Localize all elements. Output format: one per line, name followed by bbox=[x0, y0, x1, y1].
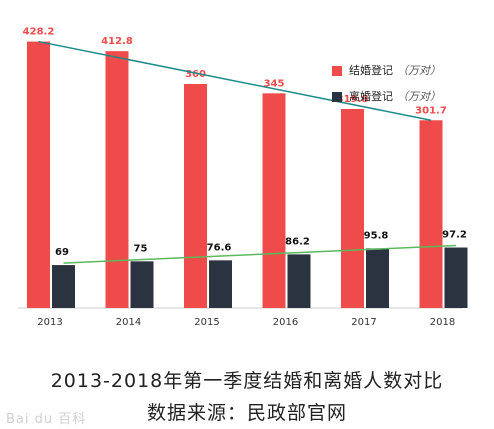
legend-divorce-swatch bbox=[332, 92, 342, 102]
bar-divorce-2013 bbox=[52, 265, 75, 308]
legend-marriage: 结婚登记 （万对） bbox=[332, 62, 441, 78]
label-divorce-2017: 95.8 bbox=[364, 230, 389, 241]
tick-label-2015: 2015 bbox=[194, 317, 219, 328]
bar-marriage-2018 bbox=[419, 120, 443, 308]
bar-marriage-2013 bbox=[27, 41, 50, 308]
tick-label-2014: 2014 bbox=[116, 317, 141, 328]
label-divorce-2016: 86.2 bbox=[285, 236, 310, 247]
watermark-logo: Bai du 百科 bbox=[6, 412, 87, 427]
tick-label-2013: 2013 bbox=[37, 317, 62, 328]
chart-title: 2013-2018年第一季度结婚和离婚人数对比 bbox=[50, 370, 444, 392]
tick-label-2018: 2018 bbox=[430, 317, 455, 328]
legend-divorce-unit: （万对） bbox=[397, 90, 441, 103]
trend-line-divorce bbox=[63, 244, 457, 264]
bar-divorce-2016 bbox=[287, 254, 311, 308]
label-divorce-2014: 75 bbox=[134, 243, 148, 254]
label-marriage-2013: 428.2 bbox=[23, 27, 55, 38]
label-divorce-2013: 69 bbox=[55, 247, 69, 258]
bar-divorce-2015 bbox=[209, 260, 232, 308]
label-marriage-2015: 360 bbox=[185, 69, 206, 80]
trend-line-marriage bbox=[38, 40, 432, 122]
bar-marriage-2015 bbox=[184, 84, 207, 308]
legend-marriage-unit: （万对） bbox=[397, 64, 441, 77]
bar-chart: 428.2 69 2013 412.8 75 2014 360 76.6 2015 345 86.2… bbox=[18, 27, 468, 328]
legend-divorce-label: 离婚登记 bbox=[349, 90, 393, 103]
tick-label-2016: 2016 bbox=[273, 317, 298, 328]
label-marriage-2018: 301.7 bbox=[415, 105, 447, 116]
bar-divorce-2017 bbox=[366, 248, 389, 308]
label-marriage-2017: 319.8 bbox=[337, 94, 369, 105]
bar-divorce-2018 bbox=[444, 247, 468, 308]
bar-marriage-2016 bbox=[262, 93, 286, 308]
tick-label-2017: 2017 bbox=[351, 317, 376, 328]
legend-marriage-swatch bbox=[332, 66, 342, 76]
label-divorce-2015: 76.6 bbox=[207, 242, 232, 253]
label-marriage-2014: 412.8 bbox=[101, 36, 133, 47]
legend-marriage-label: 结婚登记 bbox=[349, 64, 393, 77]
chart-source: 数据来源：民政部官网 bbox=[146, 402, 347, 424]
label-marriage-2016: 345 bbox=[264, 78, 285, 89]
bar-marriage-2017 bbox=[341, 109, 364, 308]
bar-divorce-2014 bbox=[130, 261, 154, 308]
label-divorce-2018: 97.2 bbox=[442, 230, 467, 241]
legend-divorce: 离婚登记 （万对） bbox=[332, 88, 441, 104]
bar-marriage-2014 bbox=[105, 51, 129, 308]
